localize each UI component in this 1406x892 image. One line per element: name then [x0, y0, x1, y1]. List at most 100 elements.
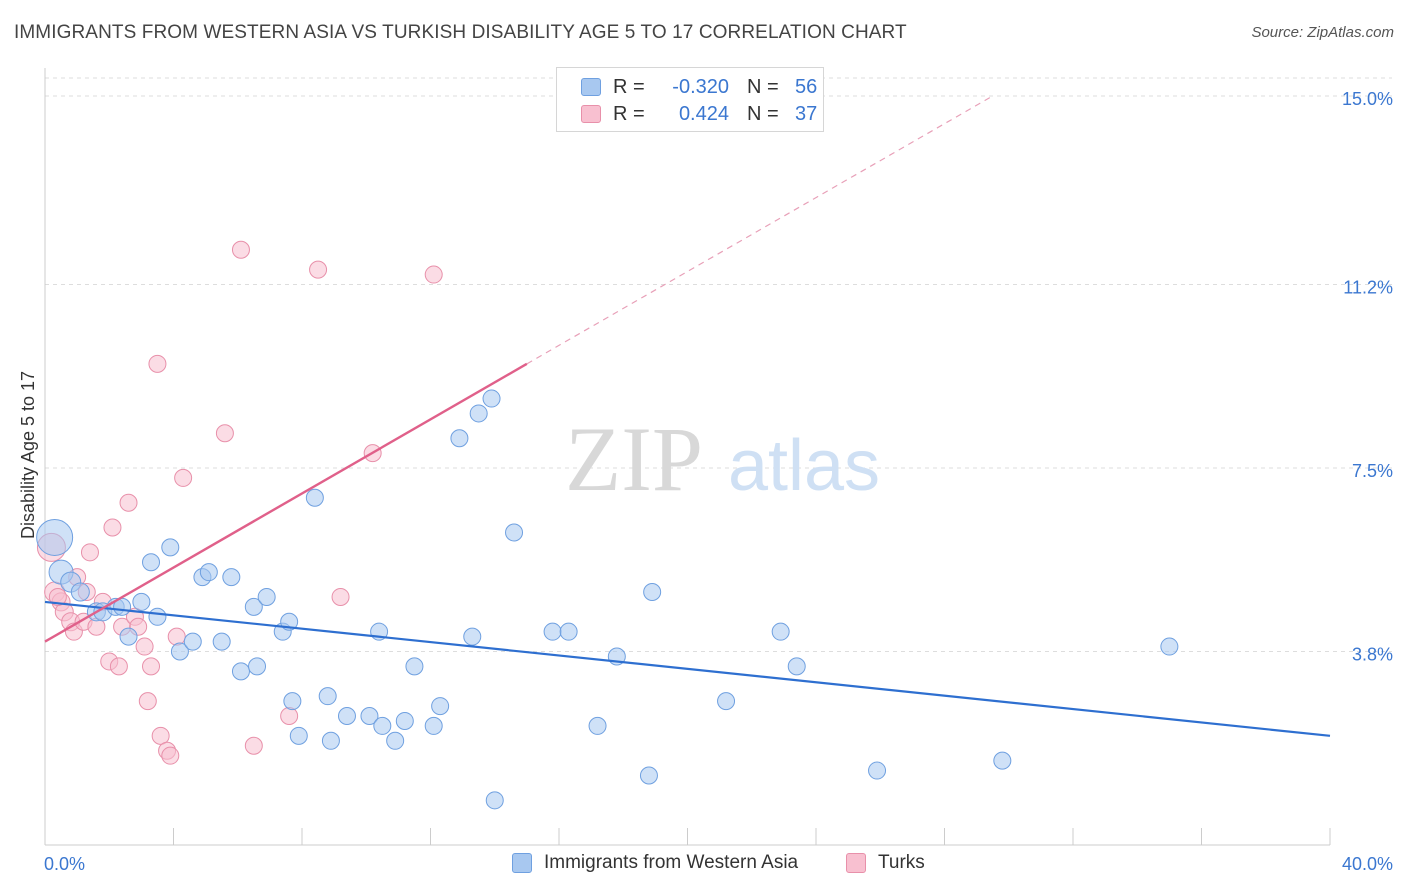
legend-n-value: 37: [795, 102, 818, 125]
data-point-western-asia: [450, 429, 469, 448]
x-tick-label: 0.0%: [44, 854, 85, 874]
data-point-western-asia: [257, 587, 276, 606]
data-point-turks: [48, 587, 67, 606]
data-point-western-asia: [321, 731, 340, 750]
data-point-western-asia: [395, 711, 414, 730]
data-point-western-asia: [643, 583, 662, 601]
legend: R = -0.320 N = 56 R = 0.424 N = 37: [556, 67, 824, 132]
bottom-legend-swatch-turks: [846, 853, 866, 873]
y-tick-label: 15.0%: [1342, 89, 1393, 109]
data-point-western-asia: [212, 632, 231, 651]
data-point-western-asia: [119, 627, 138, 646]
data-point-turks: [148, 354, 167, 373]
data-point-western-asia: [717, 692, 736, 711]
legend-n-value: 56: [795, 75, 818, 98]
data-point-turks: [80, 543, 99, 562]
data-point-turks: [309, 260, 328, 279]
legend-n-label: N =: [747, 102, 779, 125]
trend-line-turks: [44, 362, 528, 643]
data-point-western-asia: [485, 791, 504, 810]
data-point-western-asia: [170, 642, 189, 661]
data-point-western-asia: [424, 716, 443, 735]
source-label: Source: ZipAtlas.com: [1251, 24, 1394, 41]
data-point-western-asia: [386, 731, 405, 750]
data-point-western-asia: [132, 592, 151, 611]
bottom-legend: Immigrants from Western Asia Turks: [0, 852, 1406, 878]
watermark-zip: ZIP: [565, 408, 703, 510]
legend-row-western-asia: R = -0.320 N = 56: [581, 74, 817, 100]
data-point-western-asia: [231, 662, 250, 681]
data-point-western-asia: [482, 389, 501, 408]
data-point-turks: [174, 468, 193, 487]
trend-line-turks-extension: [526, 95, 993, 365]
data-point-western-asia: [639, 766, 658, 785]
x-tick-label: 40.0%: [1342, 854, 1393, 874]
legend-swatch-turks: [581, 105, 601, 123]
bottom-legend-swatch-western-asia: [512, 853, 532, 873]
y-tick-label: 3.8%: [1352, 645, 1393, 665]
legend-n-label: N =: [747, 75, 779, 98]
data-point-turks: [280, 707, 299, 725]
bottom-legend-turks: Turks: [846, 852, 925, 874]
data-point-western-asia: [244, 597, 263, 616]
data-point-western-asia: [283, 692, 302, 711]
data-point-western-asia: [199, 563, 218, 582]
data-point-western-asia: [469, 404, 488, 423]
watermark: ZIP atlas: [565, 408, 880, 510]
data-point-turks: [103, 518, 122, 537]
legend-r-value: -0.320: [672, 75, 729, 98]
data-point-western-asia: [142, 553, 161, 572]
data-point-western-asia: [993, 751, 1012, 770]
gridlines: [45, 77, 1392, 653]
data-point-western-asia: [148, 607, 167, 626]
chart-title: IMMIGRANTS FROM WESTERN ASIA VS TURKISH …: [14, 22, 907, 43]
data-point-western-asia: [305, 488, 324, 507]
data-point-western-asia: [373, 716, 392, 735]
data-point-western-asia: [868, 761, 887, 780]
bottom-legend-label: Immigrants from Western Asia: [544, 852, 799, 873]
data-point-western-asia: [463, 627, 482, 646]
data-point-western-asia: [161, 538, 180, 557]
data-point-western-asia: [431, 697, 450, 716]
data-point-western-asia: [36, 518, 74, 556]
watermark-atlas: atlas: [728, 426, 880, 506]
data-point-western-asia: [588, 716, 607, 735]
data-point-turks: [231, 240, 250, 259]
data-point-western-asia: [318, 687, 337, 706]
legend-r-value: 0.424: [678, 102, 729, 125]
data-point-western-asia: [543, 622, 562, 641]
y-tick-label: 11.2%: [1343, 277, 1393, 297]
data-point-western-asia: [70, 582, 90, 602]
data-point-turks: [244, 736, 263, 755]
data-point-turks: [119, 493, 138, 512]
data-point-turks: [135, 637, 154, 656]
bottom-legend-label: Turks: [878, 852, 925, 873]
y-tick-label: 7.5%: [1352, 461, 1393, 481]
legend-row-turks: R = 0.424 N = 37: [581, 101, 817, 127]
data-point-turks: [331, 587, 350, 606]
data-point-western-asia: [771, 622, 790, 641]
data-point-turks: [161, 746, 180, 765]
data-point-turks: [109, 657, 128, 676]
data-point-turks: [167, 627, 186, 646]
data-point-turks: [142, 657, 161, 676]
legend-r-label: R =: [613, 75, 645, 98]
data-point-western-asia: [559, 622, 578, 641]
data-point-turks: [215, 424, 234, 443]
data-point-turks: [151, 726, 170, 745]
data-point-western-asia: [787, 657, 806, 676]
data-point-western-asia: [360, 707, 379, 725]
legend-swatch-western-asia: [581, 78, 601, 96]
data-point-western-asia: [183, 632, 202, 651]
legend-r-label: R =: [613, 102, 645, 125]
y-axis-label: Disability Age 5 to 17: [18, 371, 38, 539]
data-point-turks: [424, 265, 443, 284]
trend-line-western-asia: [44, 600, 1331, 737]
data-point-western-asia: [337, 707, 356, 725]
western-asia-points: [36, 389, 1179, 810]
data-point-western-asia: [405, 657, 424, 676]
tick-labels: 3.8% 7.5% 11.2% 15.0% 0.0% 40.0%: [44, 89, 1393, 874]
data-point-western-asia: [222, 568, 241, 587]
data-point-western-asia: [248, 657, 267, 676]
